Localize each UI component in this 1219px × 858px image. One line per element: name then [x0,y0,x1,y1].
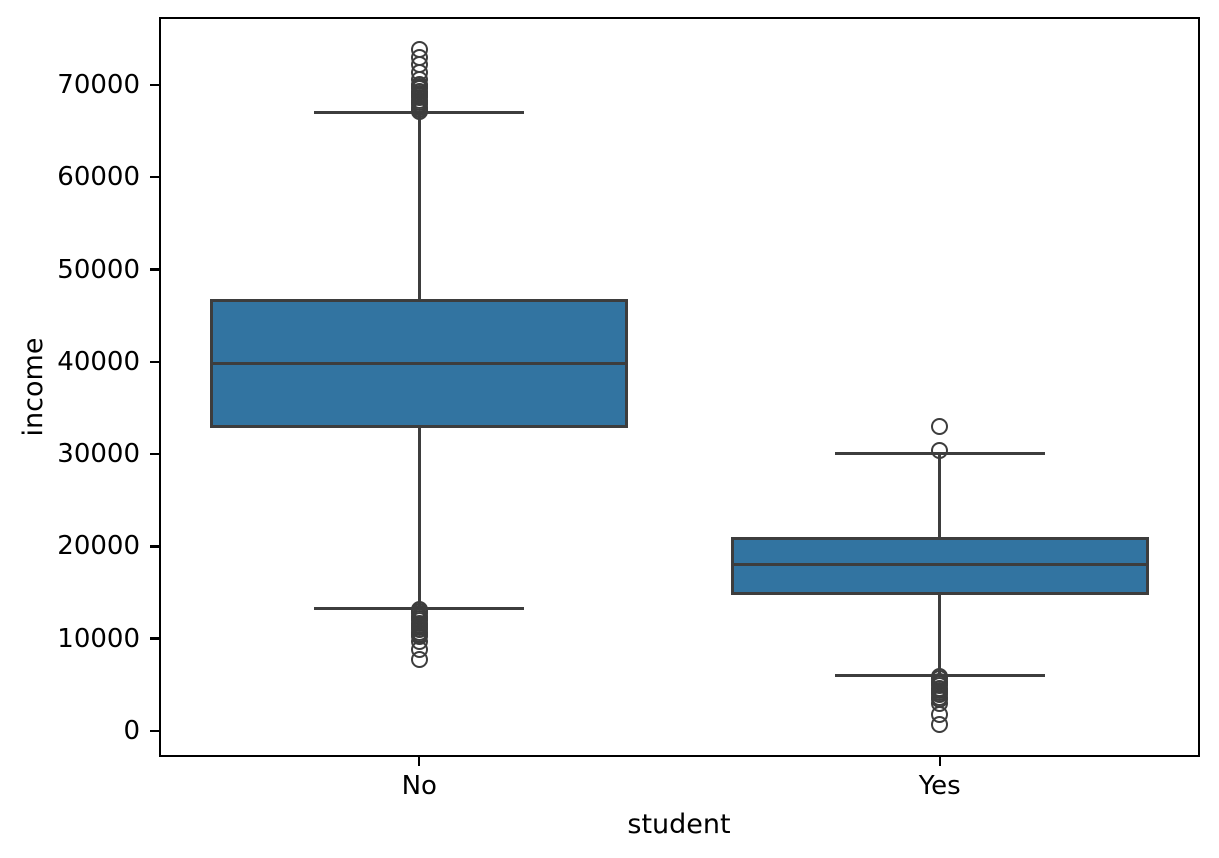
whisker-line-upper [938,453,942,538]
whisker-line-lower [417,428,421,609]
y-tick-mark [150,268,159,271]
x-tick-mark [938,757,941,766]
y-tick-label: 10000 [57,623,140,654]
y-tick-mark [150,360,159,364]
y-tick-label: 30000 [57,439,140,470]
plot-area [159,17,1200,757]
outlier-point [931,716,949,734]
y-tick-mark [150,176,159,179]
whisker-line-lower [938,595,942,676]
y-tick-label: 50000 [57,254,140,285]
y-tick-mark [150,545,159,548]
whisker-line-upper [417,112,421,300]
median-line-no [210,362,629,366]
outlier-point [931,441,949,459]
y-tick-mark [150,83,159,87]
outlier-point [410,41,428,59]
y-tick-mark [150,637,159,640]
x-tick-label: No [401,771,437,801]
outlier-point [410,651,428,669]
median-line-yes [730,563,1149,567]
y-tick-label: 70000 [57,70,140,100]
x-axis-label: student [627,809,731,840]
y-tick-label: 0 [123,715,140,746]
y-tick-label: 40000 [57,346,140,377]
y-axis-label: income [18,337,50,437]
y-tick-label: 20000 [57,531,140,562]
outlier-point [931,417,949,435]
y-tick-label: 60000 [57,162,140,193]
y-tick-mark [150,452,159,456]
x-tick-label: Yes [918,771,961,801]
y-tick-mark [150,729,159,733]
x-tick-mark [418,757,421,766]
